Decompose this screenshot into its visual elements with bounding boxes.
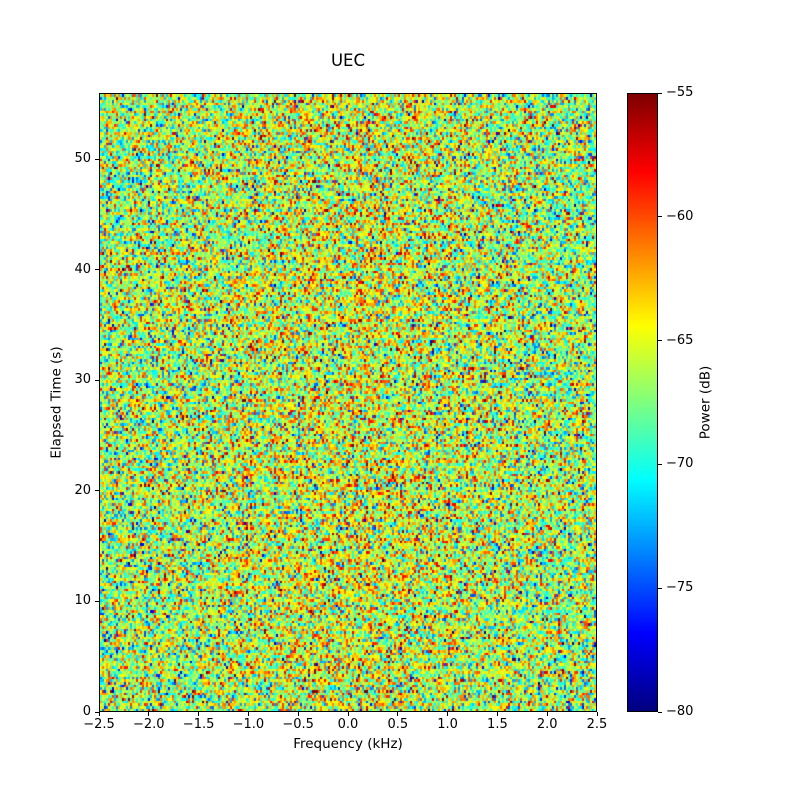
colorbar-tick-label: −60 bbox=[666, 208, 694, 224]
colorbar-tick bbox=[658, 92, 662, 94]
x-axis-tick-label: −0.5 bbox=[282, 717, 314, 732]
y-axis-tick-label: 30 bbox=[74, 372, 91, 388]
x-axis-tick-label: 1.5 bbox=[487, 717, 508, 732]
colorbar-canvas bbox=[628, 94, 657, 711]
colorbar-tick-label: −55 bbox=[666, 85, 694, 100]
colorbar-tick bbox=[658, 340, 662, 342]
x-axis-tick-label: 2.0 bbox=[536, 717, 558, 732]
x-axis-tick bbox=[98, 712, 100, 716]
x-axis-tick bbox=[347, 712, 349, 716]
x-axis-tick-label: 0.5 bbox=[387, 717, 409, 732]
x-axis-tick bbox=[596, 712, 598, 716]
y-axis-tick-label: 50 bbox=[74, 151, 91, 167]
x-axis-tick-label: −1.5 bbox=[182, 717, 215, 732]
x-axis-tick bbox=[247, 712, 249, 716]
y-axis-tick-label: 20 bbox=[74, 482, 91, 498]
x-axis-tick bbox=[198, 712, 200, 716]
colorbar-tick bbox=[658, 463, 662, 465]
x-axis-tick-label: 2.5 bbox=[586, 717, 608, 732]
chart-title: UEC bbox=[330, 51, 366, 70]
x-axis-tick bbox=[148, 712, 150, 716]
y-axis-tick bbox=[95, 158, 99, 160]
colorbar-tick-label: −65 bbox=[666, 332, 694, 348]
x-axis-tick bbox=[546, 712, 548, 716]
x-axis-tick-label: 1.0 bbox=[437, 717, 458, 732]
colorbar-label: Power (dB) bbox=[697, 365, 714, 440]
heatmap-plot-area bbox=[99, 93, 597, 712]
colorbar-tick bbox=[658, 216, 662, 218]
x-axis-tick-label: −2.0 bbox=[133, 717, 165, 732]
x-axis-tick bbox=[297, 712, 299, 716]
x-axis-label: Frequency (kHz) bbox=[293, 736, 403, 752]
x-axis-tick-label: −2.5 bbox=[83, 717, 115, 732]
colorbar-tick bbox=[658, 587, 662, 589]
y-axis-tick-label: 0 bbox=[82, 704, 91, 719]
y-axis-tick-label: 40 bbox=[74, 261, 91, 277]
y-axis-tick bbox=[95, 379, 99, 381]
colorbar-tick bbox=[658, 711, 662, 713]
y-axis-tick bbox=[95, 711, 99, 713]
y-axis-tick bbox=[95, 269, 99, 271]
y-axis-tick-label: 10 bbox=[74, 593, 91, 609]
x-axis-tick bbox=[397, 712, 399, 716]
y-axis-tick bbox=[95, 490, 99, 492]
colorbar-tick-label: −80 bbox=[666, 704, 694, 719]
y-axis-tick bbox=[95, 600, 99, 602]
colorbar bbox=[627, 93, 658, 712]
x-axis-tick bbox=[496, 712, 498, 716]
x-axis-tick bbox=[447, 712, 449, 716]
y-axis-label: Elapsed Time (s) bbox=[48, 346, 65, 459]
x-axis-tick-label: −1.0 bbox=[232, 717, 265, 732]
spectrogram-canvas bbox=[100, 94, 596, 711]
colorbar-tick-label: −70 bbox=[666, 456, 694, 472]
colorbar-tick-label: −75 bbox=[666, 580, 694, 596]
x-axis-tick-label: 0.0 bbox=[337, 717, 359, 732]
